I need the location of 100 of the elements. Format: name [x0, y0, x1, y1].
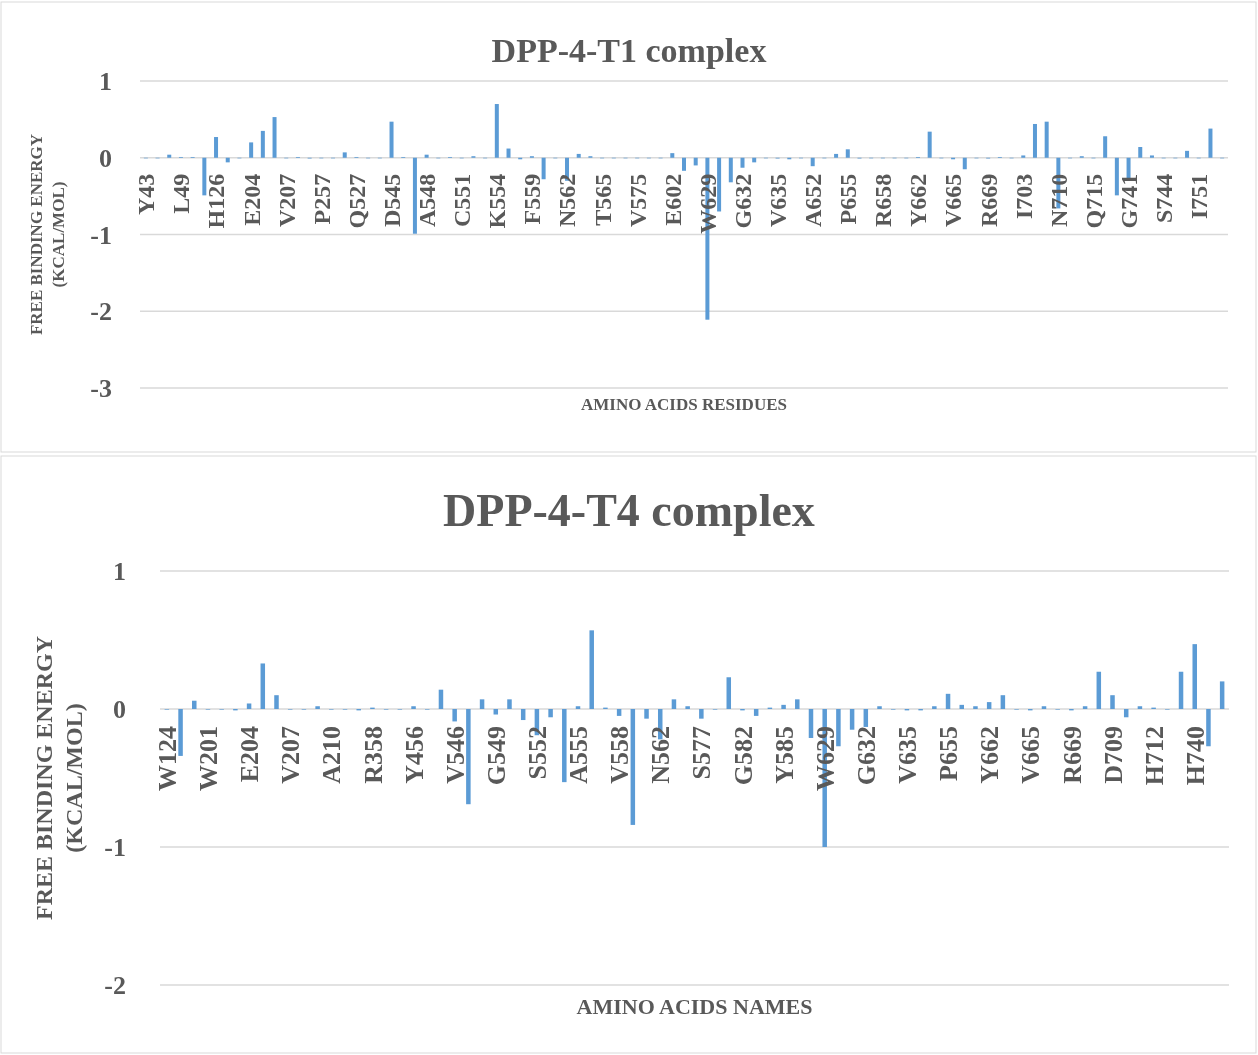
bar — [781, 704, 786, 709]
bar — [246, 703, 252, 709]
bar — [834, 153, 839, 158]
x-tick-label: L49 — [168, 173, 195, 214]
x-tick-label: W201 — [194, 726, 224, 791]
bar — [849, 709, 855, 730]
x-tick-label: I703 — [1010, 173, 1037, 220]
x-tick-label: V558 — [605, 726, 635, 784]
x-tick-label: A548 — [414, 173, 441, 228]
bar — [411, 706, 416, 709]
bar — [494, 104, 499, 158]
x-tick-label: H740 — [1180, 726, 1210, 786]
bar — [670, 153, 675, 158]
bar — [178, 709, 183, 756]
bar — [493, 709, 499, 715]
x-tick-label: F559 — [519, 173, 546, 225]
x-tick-label: P655 — [934, 726, 964, 781]
y-axis-title: FREE BINDING ENERGY (KCAL/MOL) — [27, 133, 68, 336]
x-tick-label: V546 — [440, 726, 470, 784]
y-tick-label: 0 — [113, 695, 126, 725]
x-tick-label: V635 — [764, 173, 791, 228]
x-tick-label: N562 — [554, 173, 581, 228]
x-tick-label: K554 — [484, 173, 511, 229]
x-tick-label: Y585 — [769, 726, 799, 784]
y-tick-label: -2 — [90, 297, 112, 327]
bar — [616, 709, 622, 716]
x-tick-label: A555 — [564, 726, 594, 784]
y-tick-label: 1 — [113, 557, 126, 587]
x-tick-label: Q527 — [343, 173, 370, 229]
x-tick-label: S744 — [1151, 173, 1178, 224]
x-tick-label: R658 — [870, 173, 897, 228]
bar — [717, 157, 722, 212]
bar — [810, 157, 815, 167]
bar — [272, 117, 277, 158]
x-tick-label: G741 — [1115, 173, 1142, 229]
bar — [192, 700, 197, 709]
y-tick-label: -2 — [104, 971, 126, 1001]
bar — [1219, 681, 1225, 709]
bar — [1000, 695, 1006, 709]
x-axis-title: AMINO ACIDS RESIDUES — [581, 395, 787, 414]
x-tick-label: T565 — [589, 173, 616, 226]
bar — [728, 157, 733, 183]
x-tick-label: V665 — [1016, 726, 1046, 784]
bar — [1114, 157, 1119, 196]
x-tick-label: P655 — [835, 173, 862, 225]
bar — [699, 709, 704, 719]
y-tick-label: -1 — [104, 833, 126, 863]
x-tick-label: D709 — [1098, 726, 1128, 784]
x-tick-label: N710 — [1045, 173, 1072, 228]
x-tick-label: W124 — [152, 726, 182, 791]
bar — [576, 153, 581, 158]
bar — [726, 677, 732, 709]
bar — [693, 157, 698, 166]
y-tick-label: -1 — [90, 220, 112, 250]
chart-title: DPP-4-T1 complex — [491, 32, 767, 69]
bar — [1138, 147, 1143, 158]
x-tick-label: H712 — [1139, 726, 1169, 786]
x-tick-label: G632 — [851, 726, 881, 786]
x-tick-label: Q715 — [1080, 173, 1107, 229]
bar — [589, 630, 594, 709]
bar — [1082, 706, 1088, 709]
bar — [575, 706, 581, 709]
bar — [1208, 128, 1213, 158]
x-tick-label: G582 — [728, 726, 758, 786]
chart-title: DPP-4-T4 complex — [443, 485, 815, 536]
bar — [1206, 709, 1211, 747]
bar — [315, 706, 320, 709]
x-axis-title: AMINO ACIDS NAMES — [576, 994, 813, 1019]
x-tick-label: W629 — [694, 173, 721, 234]
x-tick-label: V207 — [276, 726, 306, 784]
x-tick-label: E204 — [235, 726, 265, 783]
bar — [682, 157, 686, 171]
bar — [452, 709, 457, 722]
bar — [412, 157, 417, 234]
bar — [548, 709, 553, 718]
x-tick-label: Y662 — [905, 173, 932, 228]
bar — [260, 663, 266, 709]
x-tick-label: V635 — [893, 726, 923, 784]
x-tick-label: D545 — [378, 173, 405, 228]
bar — [932, 706, 937, 709]
bar — [1041, 706, 1047, 709]
bar — [202, 157, 207, 196]
bar — [973, 706, 978, 709]
bar — [507, 699, 512, 709]
bar — [342, 152, 347, 158]
bar — [845, 149, 850, 158]
x-tick-label: N562 — [646, 726, 676, 784]
bar — [562, 709, 567, 783]
x-tick-label: V665 — [940, 173, 967, 228]
x-tick-label: S552 — [522, 726, 552, 780]
x-tick-label: G632 — [729, 173, 756, 229]
bar — [962, 157, 967, 170]
bar — [1103, 136, 1108, 158]
x-tick-label: P257 — [308, 173, 335, 225]
bar — [1149, 155, 1154, 158]
bar — [740, 157, 745, 168]
bar — [249, 142, 254, 158]
bar — [466, 709, 471, 805]
bar — [1192, 644, 1197, 709]
x-tick-label: E204 — [238, 173, 265, 226]
